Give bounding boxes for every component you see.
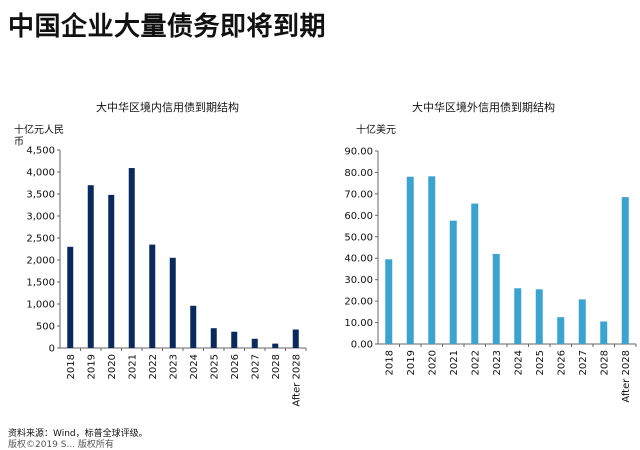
domestic-y-tick-label: 4,500 bbox=[26, 146, 55, 157]
domestic-bar-chart: 0 500 1,000 1,500 2,000 2,500 3,000 3,500 4,000 4… bbox=[26, 146, 307, 407]
domestic-bar-2019 bbox=[87, 185, 94, 348]
offshore-y-tick-label: 40.00 bbox=[344, 254, 373, 265]
offshore-x-tick-label: 2025 bbox=[535, 350, 546, 375]
offshore-x-tick-label: After 2028 bbox=[621, 350, 632, 403]
offshore-x-tick-label: 2024 bbox=[513, 350, 524, 375]
domestic-x-tick-label: 2023 bbox=[168, 354, 179, 379]
domestic-bar-2022 bbox=[149, 244, 156, 348]
offshore-y-tick-label: 80.00 bbox=[344, 168, 373, 179]
domestic-bar-after-2028 bbox=[292, 329, 299, 348]
source-note: 资料来源：Wind，标普全球评级。 bbox=[8, 429, 148, 439]
offshore-x-tick-label: 2018 bbox=[384, 350, 395, 375]
page-title: 中国企业大量债务即将到期 bbox=[8, 12, 327, 42]
offshore-chart-title: 大中华区境外信用债到期结构 bbox=[412, 101, 555, 114]
charts-canvas: 0 500 1,000 1,500 2,000 2,500 3,000 3,500 4,000 4… bbox=[26, 146, 637, 407]
offshore-x-tick-label: 2020 bbox=[427, 350, 438, 375]
offshore-x-tick-label: 2026 bbox=[556, 350, 567, 375]
offshore-y-tick-label: 0.00 bbox=[351, 340, 373, 351]
domestic-y-tick-label: 2,500 bbox=[26, 234, 55, 245]
offshore-bar-2025 bbox=[535, 289, 543, 344]
offshore-bar-2018 bbox=[385, 259, 393, 344]
offshore-bar-2026 bbox=[557, 317, 565, 344]
offshore-bar-2019 bbox=[406, 176, 414, 344]
domestic-bar-2018 bbox=[67, 246, 74, 348]
offshore-x-tick-label: 2022 bbox=[470, 350, 481, 375]
domestic-x-tick-label: After 2028 bbox=[291, 354, 302, 407]
offshore-bar-2027 bbox=[578, 299, 586, 344]
offshore-bar-2021 bbox=[449, 220, 457, 344]
offshore-bar-2022 bbox=[471, 203, 479, 344]
domestic-y-tick-label: 500 bbox=[36, 322, 55, 333]
offshore-y-tick-label: 50.00 bbox=[344, 232, 373, 243]
domestic-bar-2027 bbox=[251, 338, 258, 348]
domestic-bar-2026 bbox=[231, 331, 238, 348]
domestic-x-tick-label: 2019 bbox=[86, 354, 97, 379]
offshore-y-tick-label: 30.00 bbox=[344, 275, 373, 286]
domestic-x-tick-label: 2021 bbox=[127, 354, 138, 379]
domestic-y-tick-label: 2,000 bbox=[26, 256, 55, 267]
domestic-bar-2028 bbox=[272, 343, 279, 348]
offshore-y-tick-label: 60.00 bbox=[344, 211, 373, 222]
offshore-bar-chart: 0.00 10.00 20.00 30.00 40.00 50.00 60.00 70.00 8… bbox=[344, 147, 637, 403]
domestic-x-tick-label: 2020 bbox=[107, 354, 118, 379]
offshore-y-tick-label: 20.00 bbox=[344, 297, 373, 308]
offshore-unit-label: 十亿美元 bbox=[356, 125, 396, 136]
domestic-unit-label: 十亿元人民币 bbox=[14, 125, 64, 148]
offshore-x-tick-label: 2021 bbox=[449, 350, 460, 375]
domestic-chart-title: 大中华区境内信用债到期结构 bbox=[96, 101, 239, 114]
domestic-y-tick-label: 0 bbox=[49, 344, 55, 355]
domestic-y-tick-label: 3,500 bbox=[26, 190, 55, 201]
domestic-y-tick-label: 1,500 bbox=[26, 278, 55, 289]
offshore-y-tick-label: 70.00 bbox=[344, 189, 373, 200]
offshore-y-tick-label: 10.00 bbox=[344, 318, 373, 329]
offshore-bar-after-2028 bbox=[621, 197, 629, 344]
offshore-x-tick-label: 2019 bbox=[406, 350, 417, 375]
domestic-bar-2021 bbox=[128, 168, 135, 348]
offshore-bar-2024 bbox=[514, 288, 522, 344]
domestic-x-tick-label: 2024 bbox=[189, 354, 200, 379]
offshore-x-tick-label: 2027 bbox=[578, 350, 589, 375]
offshore-bar-2020 bbox=[428, 176, 436, 344]
offshore-y-tick-label: 90.00 bbox=[344, 147, 373, 158]
copyright-note: 版权©2019 S... 版权所有 bbox=[8, 440, 114, 450]
offshore-x-tick-label: 2028 bbox=[599, 350, 610, 375]
offshore-bar-2028 bbox=[600, 321, 608, 344]
domestic-bar-2023 bbox=[169, 257, 176, 348]
domestic-bar-2024 bbox=[190, 305, 197, 348]
domestic-x-tick-label: 2022 bbox=[148, 354, 159, 379]
offshore-bar-2023 bbox=[492, 253, 500, 344]
domestic-x-tick-label: 2025 bbox=[209, 354, 220, 379]
domestic-x-tick-label: 2018 bbox=[66, 354, 77, 379]
offshore-x-tick-label: 2023 bbox=[492, 350, 503, 375]
domestic-y-tick-label: 1,000 bbox=[26, 300, 55, 311]
domestic-x-tick-label: 2028 bbox=[271, 354, 282, 379]
domestic-bar-2020 bbox=[108, 194, 115, 348]
domestic-y-tick-label: 3,000 bbox=[26, 212, 55, 223]
domestic-bar-2025 bbox=[210, 328, 217, 348]
domestic-x-tick-label: 2027 bbox=[250, 354, 261, 379]
domestic-x-tick-label: 2026 bbox=[230, 354, 241, 379]
domestic-y-tick-label: 4,000 bbox=[26, 168, 55, 179]
